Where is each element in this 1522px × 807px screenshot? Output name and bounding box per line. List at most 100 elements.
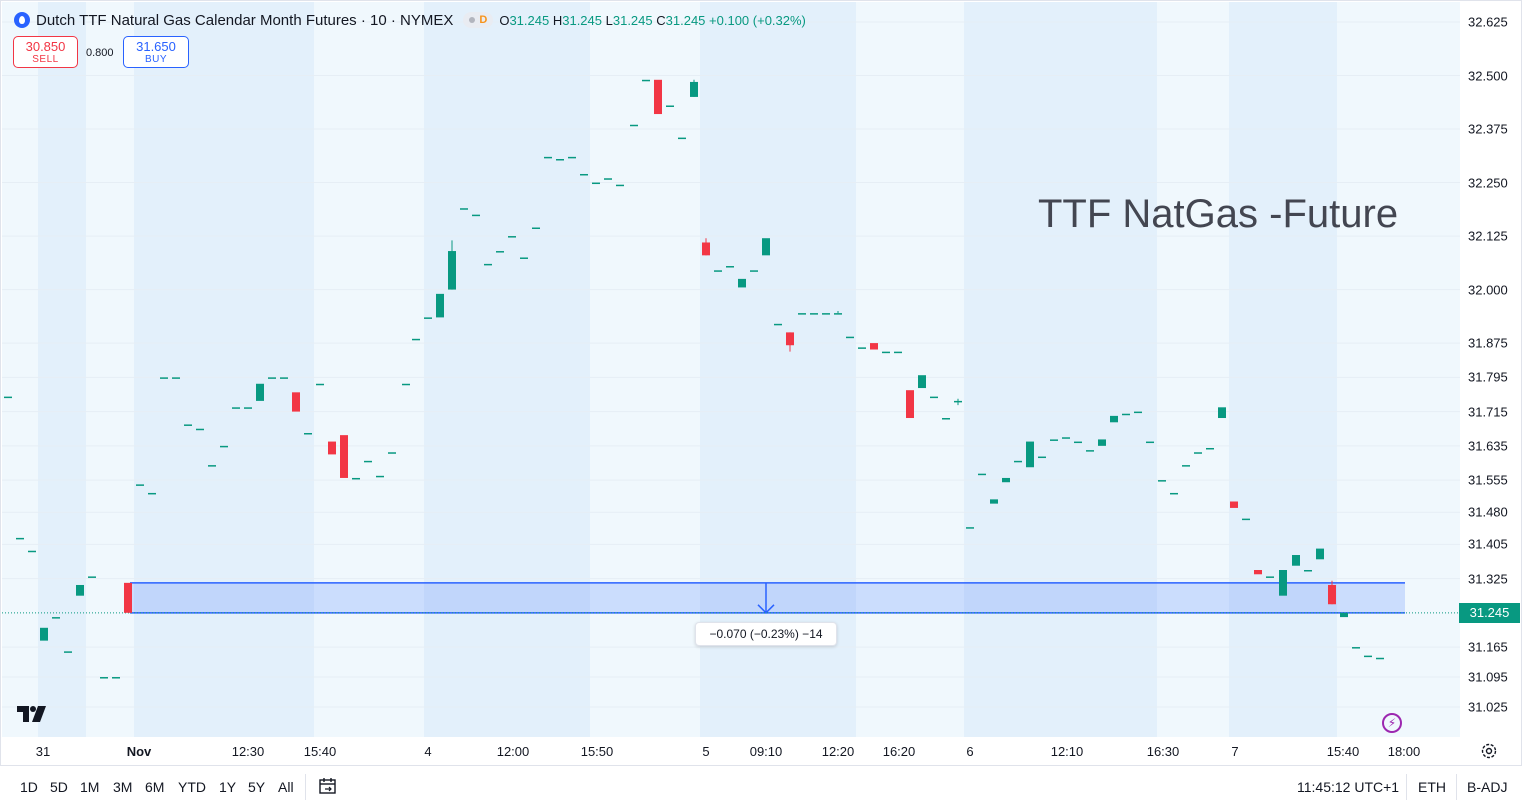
price-tick-label: 31.555 bbox=[1468, 472, 1508, 488]
symbol-title[interactable]: Dutch TTF Natural Gas Calendar Month Fut… bbox=[36, 11, 454, 29]
range-button-5y[interactable]: 5Y bbox=[248, 779, 266, 795]
candle bbox=[388, 452, 396, 454]
price-tick-label: 31.095 bbox=[1468, 669, 1508, 685]
candle bbox=[136, 484, 144, 486]
status-pill[interactable]: D bbox=[463, 12, 494, 28]
session-band bbox=[700, 2, 856, 737]
close-value: 31.245 bbox=[665, 12, 706, 28]
candle bbox=[1230, 501, 1238, 508]
candle bbox=[798, 313, 806, 315]
range-button-6m[interactable]: 6M bbox=[145, 779, 165, 795]
price-tick-label: 31.795 bbox=[1468, 369, 1508, 385]
candle bbox=[376, 475, 384, 478]
settings-gear-icon[interactable] bbox=[1480, 742, 1498, 760]
candle bbox=[990, 499, 998, 504]
candle bbox=[1110, 415, 1118, 423]
price-tick-label: 31.715 bbox=[1468, 404, 1508, 420]
candle bbox=[1002, 477, 1010, 483]
toolbar-divider bbox=[1456, 774, 1457, 800]
candle bbox=[858, 347, 866, 349]
candle bbox=[942, 418, 950, 420]
sell-price: 30.850 bbox=[25, 39, 66, 54]
candle bbox=[1292, 555, 1300, 566]
bolt-icon[interactable]: ⚡ bbox=[1382, 713, 1402, 733]
range-button-ytd[interactable]: YTD bbox=[178, 779, 206, 795]
measure-area bbox=[130, 582, 1405, 613]
candle bbox=[244, 407, 252, 409]
candle bbox=[930, 396, 938, 399]
candle bbox=[690, 81, 698, 97]
candle bbox=[1182, 465, 1190, 467]
candle bbox=[52, 617, 60, 619]
candle bbox=[352, 477, 360, 480]
spread-value: 0.800 bbox=[86, 47, 114, 59]
range-button-1m[interactable]: 1M bbox=[80, 779, 100, 795]
candle bbox=[822, 313, 830, 315]
buy-button[interactable]: 31.650 BUY bbox=[123, 36, 189, 68]
time-tick-label: 7 bbox=[1231, 744, 1239, 759]
range-button-5d[interactable]: 5D bbox=[50, 779, 68, 795]
time-tick-label: 12:00 bbox=[496, 744, 530, 759]
session-toggle[interactable]: ETH bbox=[1418, 779, 1446, 795]
symbol-header[interactable]: Dutch TTF Natural Gas Calendar Month Fut… bbox=[14, 10, 806, 30]
candle bbox=[1340, 612, 1348, 618]
high-label: H bbox=[552, 12, 563, 28]
time-tick-label: 15:50 bbox=[580, 744, 614, 759]
candle bbox=[328, 441, 336, 455]
candle bbox=[1376, 657, 1384, 660]
candle bbox=[1279, 570, 1287, 596]
candle bbox=[966, 527, 974, 529]
candle bbox=[616, 184, 624, 187]
candle bbox=[1050, 439, 1058, 441]
range-button-all[interactable]: All bbox=[278, 779, 294, 795]
tradingview-logo-icon[interactable] bbox=[17, 706, 47, 722]
price-tick-label: 31.480 bbox=[1468, 504, 1508, 520]
price-tick-label: 31.875 bbox=[1468, 335, 1508, 351]
range-button-3m[interactable]: 3M bbox=[113, 779, 133, 795]
sell-button[interactable]: 30.850 SELL bbox=[13, 36, 78, 68]
candle bbox=[714, 270, 722, 272]
adjust-toggle[interactable]: B-ADJ bbox=[1467, 779, 1508, 795]
time-tick-label: Nov bbox=[126, 744, 152, 759]
candle bbox=[520, 257, 528, 259]
candle bbox=[100, 677, 108, 679]
change-value: +0.100 (+0.32%) bbox=[709, 12, 806, 28]
candle bbox=[846, 336, 854, 339]
price-tick-label: 32.500 bbox=[1468, 68, 1508, 84]
candle bbox=[1218, 407, 1226, 419]
candle bbox=[1242, 518, 1250, 521]
candle bbox=[894, 351, 902, 354]
clock-readout[interactable]: 11:45:12 UTC+1 bbox=[1297, 779, 1400, 795]
time-tick-label: 09:10 bbox=[749, 744, 783, 759]
price-tick-label: 32.125 bbox=[1468, 228, 1508, 244]
time-tick-label: 18:00 bbox=[1387, 744, 1421, 759]
candle bbox=[654, 79, 662, 115]
candle bbox=[448, 251, 456, 290]
range-button-1y[interactable]: 1Y bbox=[219, 779, 237, 795]
candle bbox=[316, 383, 324, 386]
candle bbox=[412, 338, 420, 341]
calendar-goto-icon[interactable] bbox=[318, 776, 338, 796]
open-label: O bbox=[499, 12, 510, 28]
range-button-1d[interactable]: 1D bbox=[20, 779, 38, 795]
toolbar-divider bbox=[305, 774, 306, 800]
candle bbox=[738, 278, 746, 288]
candle bbox=[834, 313, 842, 315]
candle bbox=[112, 677, 120, 679]
session-band bbox=[134, 2, 314, 737]
candle bbox=[88, 576, 96, 578]
low-label: L bbox=[605, 12, 613, 28]
candle bbox=[40, 627, 48, 641]
candle bbox=[630, 124, 638, 127]
candle bbox=[666, 105, 674, 107]
session-band bbox=[964, 2, 1157, 737]
candle bbox=[678, 137, 686, 140]
candle bbox=[256, 383, 264, 401]
time-tick-label: 12:10 bbox=[1050, 744, 1084, 759]
bottom-toolbar: 1D 5D 1M 3M 6M YTD 1Y 5Y All 11:45:12 UTC+1 ETH … bbox=[0, 765, 1522, 807]
price-tick-label: 31.405 bbox=[1468, 536, 1508, 552]
candle bbox=[1062, 437, 1070, 439]
last-price-label: 31.245 bbox=[1459, 603, 1520, 623]
high-value: 31.245 bbox=[562, 12, 602, 28]
